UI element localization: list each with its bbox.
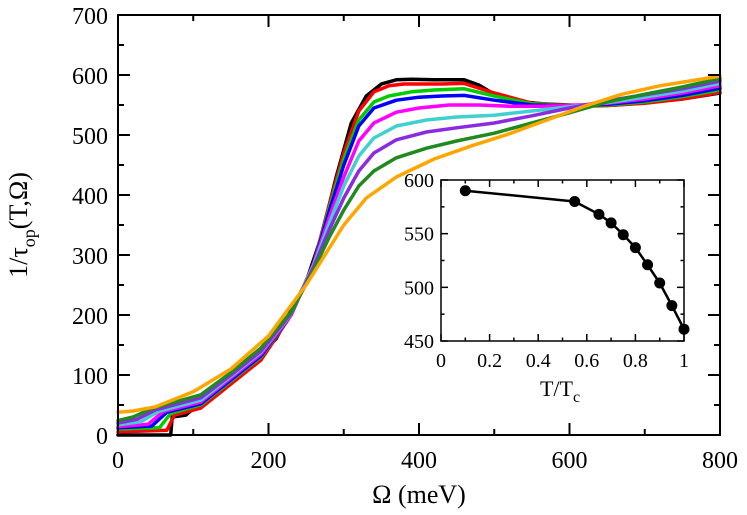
inset-x-axis-label: T/Tc [540,376,580,406]
inset-x-tick-label: 1 [679,350,689,372]
y-tick-label: 300 [72,244,108,270]
inset-data-point [459,185,471,197]
inset-x-tick-label: 0.6 [574,350,599,372]
inset-y-tick-label: 500 [404,277,434,299]
inset-x-tick-label: 0.2 [477,350,502,372]
inset-y-tick-label: 600 [404,170,434,192]
inset-x-axis-label-subscript: c [573,389,580,406]
inset-data-point [605,217,617,229]
inset-data-point [642,259,654,271]
inset-data-point [629,242,641,254]
inset-x-axis-label-prefix: T/T [540,376,574,401]
inset-y-tick-label: 550 [404,224,434,246]
y-tick-label: 100 [72,364,108,390]
inset-chart: 0 0.2 0.4 0.6 0.8 1 450 500 550 600 T/Tc [404,170,690,406]
y-axis-label-suffix: (T,Ω) [4,172,33,229]
inset-x-tick-label: 0 [436,350,446,372]
y-tick-label: 500 [72,124,108,150]
y-tick-label: 700 [72,4,108,30]
inset-series-line-1 [464,189,686,331]
x-tick-label: 600 [552,448,588,474]
y-tick-label: 600 [72,64,108,90]
y-tick-label: 400 [72,184,108,210]
x-tick-label: 400 [401,448,437,474]
inset-data-point [593,208,605,220]
y-axis-label: 1/τop(T,Ω) [4,172,39,278]
inset-x-tick-label: 0.8 [623,350,648,372]
inset-y-tick-label: 450 [404,331,434,353]
x-tick-label: 0 [112,448,124,474]
main-chart: 0 200 400 600 800 0 100 200 300 400 500 600 700 Ω (me… [4,4,738,509]
series-line-9 [116,74,722,414]
inset-data-point [617,229,629,241]
series-line-8 [116,76,722,423]
x-tick-label: 200 [251,448,287,474]
y-tick-label: 0 [96,424,108,450]
inset-data-point [654,277,666,289]
y-tick-label: 200 [72,304,108,330]
y-axis-label-prefix: 1/τ [4,247,33,278]
inset-data-point [569,195,581,207]
inset-data-point [666,300,678,312]
x-tick-label: 800 [702,448,738,474]
x-axis-label: Ω (meV) [372,480,466,509]
y-axis-label-subscript: op [19,229,39,247]
inset-x-tick-label: 0.4 [526,350,551,372]
